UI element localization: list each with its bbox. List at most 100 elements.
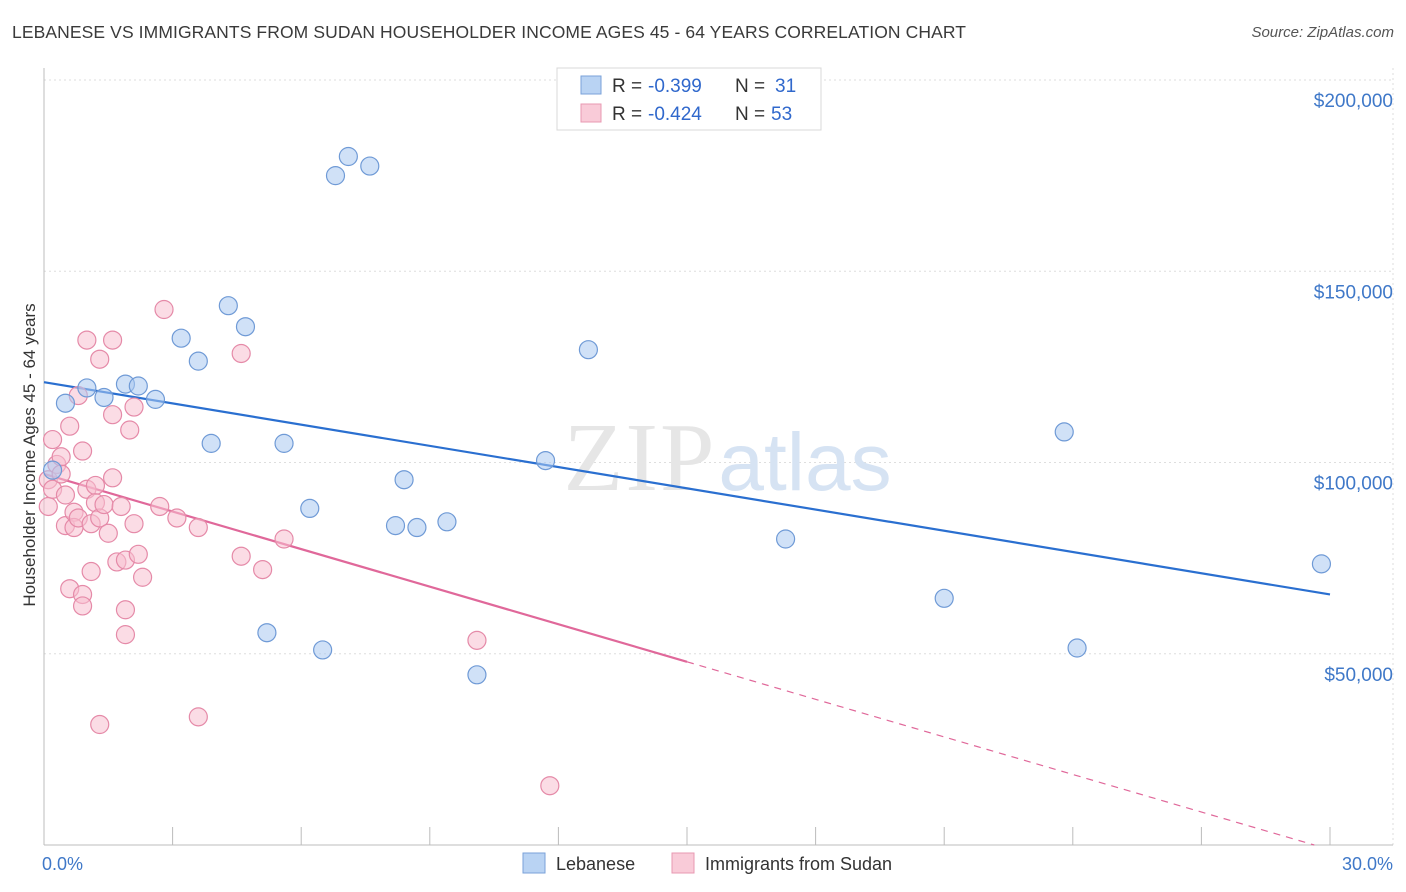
- axes: [43, 68, 1393, 846]
- point-lebanese-0: [42, 460, 63, 480]
- point-lebanese-15: [313, 640, 333, 660]
- y-tick-label-3: $200,000: [1314, 91, 1393, 112]
- point-lebanese-18: [360, 156, 380, 176]
- point-sudan-27: [94, 494, 114, 515]
- legend-n-value-1: 31: [775, 76, 796, 97]
- watermark: ZIP atlas: [564, 404, 892, 512]
- point-lebanese-11: [235, 317, 256, 337]
- point-sudan-7: [55, 485, 76, 505]
- point-sudan-9: [60, 416, 80, 436]
- point-sudan-46: [188, 707, 208, 727]
- y-tick-labels: $50,000 $100,000 $150,000 $200,000: [1314, 91, 1393, 686]
- point-sudan-29: [102, 330, 123, 350]
- point-lebanese-12: [257, 623, 277, 643]
- bottom-legend-swatch-lebanese: [522, 852, 546, 874]
- point-sudan-39: [124, 397, 144, 417]
- x-tick-label-min: 0.0%: [42, 854, 83, 874]
- point-sudan-17: [72, 441, 93, 461]
- point-lebanese-17: [338, 146, 358, 167]
- point-sudan-47: [231, 343, 251, 364]
- point-sudan-33: [111, 496, 131, 517]
- legend-r-label-2: R =: [612, 104, 642, 125]
- point-sudan-50: [274, 529, 294, 549]
- y-tick-label-0: $50,000: [1324, 665, 1393, 686]
- point-sudan-26: [90, 714, 110, 735]
- legend-r-value-1: -0.399: [648, 76, 702, 97]
- point-lebanese-22: [437, 512, 457, 532]
- bottom-legend: Lebanese Immigrants from Sudan: [522, 852, 892, 874]
- legend-r-label-1: R =: [612, 76, 642, 97]
- point-lebanese-1: [55, 393, 76, 413]
- point-sudan-0: [38, 496, 58, 517]
- point-lebanese-29: [1067, 638, 1087, 658]
- point-sudan-41: [132, 567, 153, 587]
- point-sudan-48: [231, 546, 251, 566]
- legend-n-label-1: N =: [735, 76, 765, 97]
- point-lebanese-13: [274, 433, 294, 453]
- point-sudan-16: [72, 596, 93, 616]
- trend-line-dashed-1: [686, 661, 1315, 846]
- point-sudan-21: [81, 561, 101, 582]
- point-sudan-38: [124, 514, 144, 534]
- legend-n-value-2: 53: [771, 104, 792, 125]
- point-sudan-30: [102, 468, 123, 488]
- point-sudan-52: [540, 776, 560, 796]
- point-lebanese-25: [578, 340, 599, 360]
- x-tick-label-max: 30.0%: [1342, 854, 1393, 874]
- point-lebanese-6: [145, 389, 166, 409]
- point-sudan-43: [154, 299, 174, 320]
- source-credit: Source: ZipAtlas.com: [1251, 24, 1394, 41]
- point-sudan-44: [167, 508, 187, 528]
- bottom-legend-label-sudan: Immigrants from Sudan: [705, 854, 892, 874]
- point-sudan-49: [253, 559, 273, 580]
- point-sudan-28: [98, 523, 118, 543]
- y-axis-label: Householder Income Ages 45 - 64 years: [20, 303, 39, 606]
- y-tick-label-1: $100,000: [1314, 474, 1393, 495]
- point-sudan-42: [150, 496, 170, 517]
- point-lebanese-8: [188, 351, 208, 371]
- watermark-atlas: atlas: [718, 417, 891, 508]
- point-sudan-45: [188, 517, 208, 538]
- trend-line-0: [43, 381, 1331, 596]
- point-sudan-36: [115, 600, 136, 620]
- point-sudan-2: [42, 429, 63, 450]
- point-lebanese-28: [1054, 422, 1074, 442]
- legend: R = -0.399 N = 31 R = -0.424 N = 53: [556, 67, 822, 131]
- legend-n-label-2: N =: [735, 104, 765, 125]
- point-lebanese-3: [94, 387, 114, 408]
- bottom-legend-swatch-sudan: [671, 852, 695, 874]
- point-lebanese-5: [128, 376, 148, 396]
- point-sudan-35: [115, 625, 136, 645]
- y-tick-label-2: $150,000: [1314, 282, 1393, 303]
- point-lebanese-19: [385, 516, 406, 536]
- point-lebanese-26: [775, 529, 796, 549]
- bottom-legend-label-lebanese: Lebanese: [556, 854, 635, 874]
- data-points: [38, 146, 1332, 796]
- point-sudan-51: [467, 630, 487, 650]
- chart-title: LEBANESE VS IMMIGRANTS FROM SUDAN HOUSEH…: [12, 22, 967, 42]
- point-lebanese-10: [218, 296, 238, 316]
- point-sudan-37: [120, 420, 140, 440]
- legend-swatch-lebanese: [580, 75, 602, 95]
- point-lebanese-27: [934, 588, 954, 608]
- point-lebanese-21: [407, 517, 427, 538]
- point-lebanese-14: [300, 498, 320, 518]
- point-lebanese-23: [467, 665, 487, 685]
- point-lebanese-16: [325, 166, 346, 186]
- point-sudan-6: [51, 447, 71, 467]
- point-sudan-19: [77, 330, 97, 350]
- point-lebanese-30: [1311, 554, 1332, 574]
- point-sudan-25: [90, 349, 110, 369]
- point-lebanese-7: [171, 328, 191, 348]
- point-sudan-40: [128, 544, 148, 564]
- legend-r-value-2: -0.424: [648, 104, 702, 125]
- point-lebanese-24: [535, 450, 556, 471]
- point-sudan-31: [102, 405, 123, 425]
- point-lebanese-20: [394, 470, 414, 490]
- legend-swatch-sudan: [580, 103, 602, 123]
- point-lebanese-2: [77, 378, 97, 398]
- point-sudan-22: [85, 475, 106, 496]
- watermark-zip: ZIP: [564, 404, 717, 512]
- point-lebanese-9: [201, 433, 221, 453]
